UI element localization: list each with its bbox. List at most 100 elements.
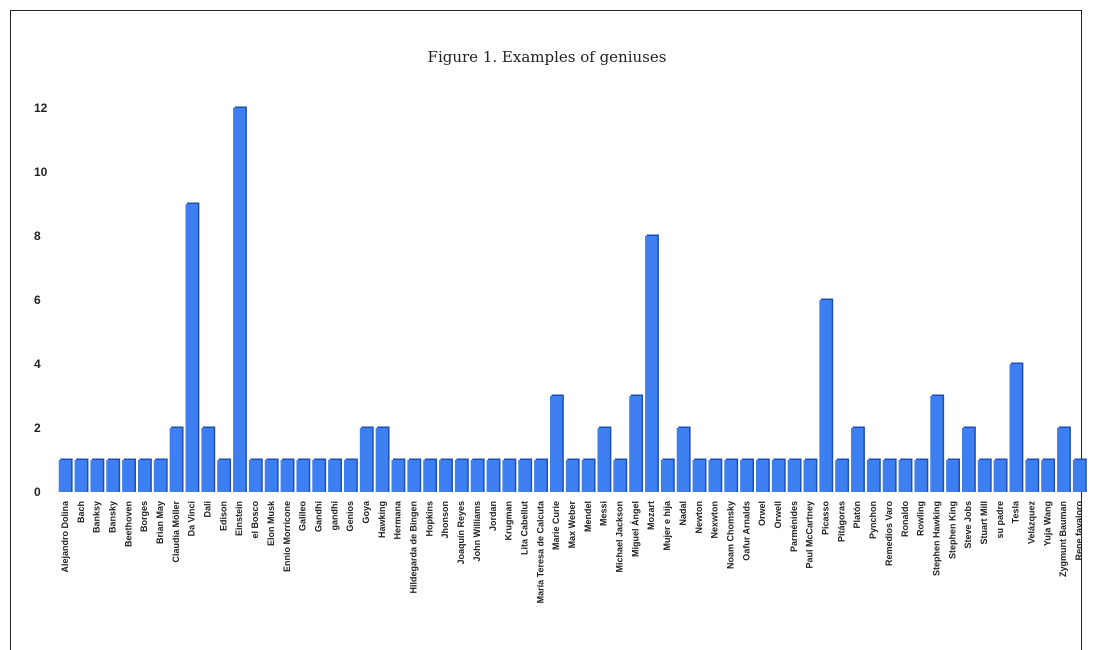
x-tick-label: el Bosco <box>250 501 260 539</box>
bar <box>692 460 705 492</box>
x-tick-label: Da Vinci <box>187 501 197 536</box>
bar <box>1057 428 1070 492</box>
bar <box>930 396 943 492</box>
bar <box>502 460 515 492</box>
x-tick-label: Steve Jobs <box>963 501 973 549</box>
bar <box>1025 460 1038 492</box>
x-tick-label: Einstein <box>234 501 244 536</box>
y-tick-label: 4 <box>34 357 41 371</box>
x-tick-label: John Williams <box>472 501 482 561</box>
x-tick-label: Tesla <box>1011 500 1021 523</box>
x-tick-label: Edison <box>218 501 228 531</box>
x-tick-label: Bansky <box>107 501 117 533</box>
bar <box>755 460 769 492</box>
x-tick-label: Stephen King <box>947 501 957 559</box>
bar <box>280 460 293 492</box>
x-tick-label: Banksy <box>92 501 102 533</box>
x-tick-label: Goya <box>361 500 371 524</box>
bar <box>914 460 927 492</box>
x-tick-label: Remedios Varo <box>884 501 894 567</box>
y-tick-label: 8 <box>34 229 41 243</box>
bar <box>407 460 420 492</box>
bar <box>803 460 816 492</box>
bar <box>993 460 1007 492</box>
bar <box>375 428 389 492</box>
x-tick-label: Alejandro Dolina <box>60 500 70 573</box>
x-tick-label: Pynchon <box>868 501 878 539</box>
x-tick-label: Messi <box>599 501 609 526</box>
x-tick-label: Borges <box>139 501 149 532</box>
x-tick-label: Noam Chomsky <box>725 501 735 569</box>
x-tick-label: Jordan <box>488 501 498 531</box>
bar <box>629 396 642 492</box>
bar <box>74 460 87 492</box>
bar <box>470 460 484 492</box>
x-tick-label: Mendel <box>583 501 593 532</box>
bar <box>169 428 183 492</box>
x-tick-label: gandhi <box>329 501 339 531</box>
x-tick-label: Velázquez <box>1027 501 1037 545</box>
bar <box>565 460 579 492</box>
bar <box>787 460 801 492</box>
x-tick-label: Orwell <box>773 501 783 529</box>
bar <box>581 460 595 492</box>
bar <box>106 460 119 492</box>
x-tick-label: Paul McCartney <box>805 501 815 569</box>
x-tick-label: Ennio Morricone <box>282 501 292 572</box>
x-tick-label: Beethoven <box>123 501 133 547</box>
x-tick-label: Rowling <box>916 501 926 536</box>
x-tick-label: Nadal <box>678 501 688 526</box>
x-tick-label: Brian May <box>155 501 165 544</box>
x-tick-label: su padre <box>995 501 1005 539</box>
bar <box>882 460 896 492</box>
bar <box>708 460 721 492</box>
bar <box>343 460 357 492</box>
bar <box>866 460 880 492</box>
bar <box>597 428 610 492</box>
bar <box>518 460 531 492</box>
bar <box>771 460 785 492</box>
bar <box>1041 460 1054 492</box>
x-tick-label: Joaquín Reyes <box>456 501 466 565</box>
y-tick-label: 10 <box>34 165 48 179</box>
bar <box>439 460 452 492</box>
x-tick-label: Dali <box>203 501 213 518</box>
bar <box>740 460 753 492</box>
bars <box>58 106 1087 492</box>
bar <box>122 460 135 492</box>
x-tick-label: Ronaldo <box>900 501 910 537</box>
x-tick-label: Hopkins <box>424 501 434 537</box>
x-tick-label: Hildegarda de Bingen <box>409 501 419 594</box>
bar <box>645 236 658 492</box>
x-tick-label: Orwel <box>757 501 767 526</box>
bar <box>90 460 103 492</box>
bar <box>264 460 278 492</box>
figure-frame <box>10 10 1082 650</box>
x-tick-label: Hermana <box>393 500 403 540</box>
x-tick-label: Marie Curie <box>551 501 561 550</box>
bar <box>137 460 151 492</box>
x-tick-label: Jhonson <box>440 501 450 539</box>
x-tick-label: Lita Cabellut <box>519 501 529 555</box>
x-tick-label: Claudia Möller <box>171 501 181 563</box>
x-tick-label: Picasso <box>821 501 831 536</box>
bar <box>534 460 547 492</box>
chart-title: Figure 1. Examples of geniuses <box>427 48 667 66</box>
bar <box>359 428 373 492</box>
bar <box>58 460 72 492</box>
x-tick-label: Parménides <box>789 501 799 552</box>
bar <box>676 428 690 492</box>
bar <box>312 460 325 492</box>
bar <box>660 460 674 492</box>
bar <box>819 300 832 492</box>
x-axis-category-labels: Alejandro Dolina Bach Banksy Bansky Beethove… <box>60 500 1084 603</box>
x-tick-label: Miguel Ángel <box>630 501 640 557</box>
x-tick-label: Stephen Hawking <box>931 501 941 576</box>
x-tick-label: Bach <box>76 501 86 523</box>
x-tick-label: Genios <box>345 501 355 532</box>
x-tick-label: María Teresa de Calcuta <box>535 500 545 603</box>
bar <box>153 460 167 492</box>
x-tick-label: Nexwton <box>710 501 720 539</box>
bar <box>898 460 911 492</box>
